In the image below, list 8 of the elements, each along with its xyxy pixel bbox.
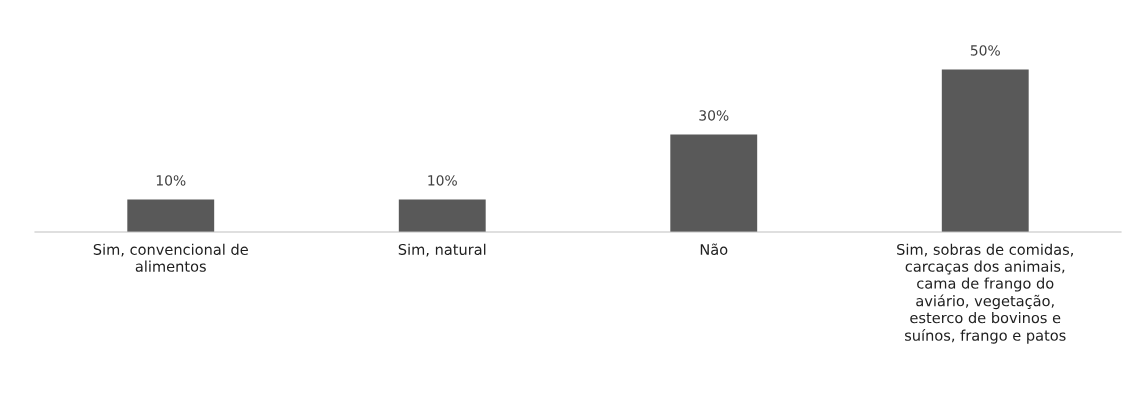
x-tick-label: Sim, sobras de comidas, carcaças dos animais, cama de frango do aviário, vegetação, esterco de bovinos e suínos, frango e patos (897, 243, 1073, 344)
x-tick-label: Sim, natural (398, 243, 486, 257)
data-label: 10% (428, 175, 457, 186)
data-label: 10% (156, 175, 186, 186)
x-tick-label: Sim, convencional de alimentos (93, 243, 248, 272)
x-tick-label: Não (700, 243, 728, 255)
data-label: 50% (970, 45, 1000, 56)
data-label: 30% (699, 110, 729, 121)
